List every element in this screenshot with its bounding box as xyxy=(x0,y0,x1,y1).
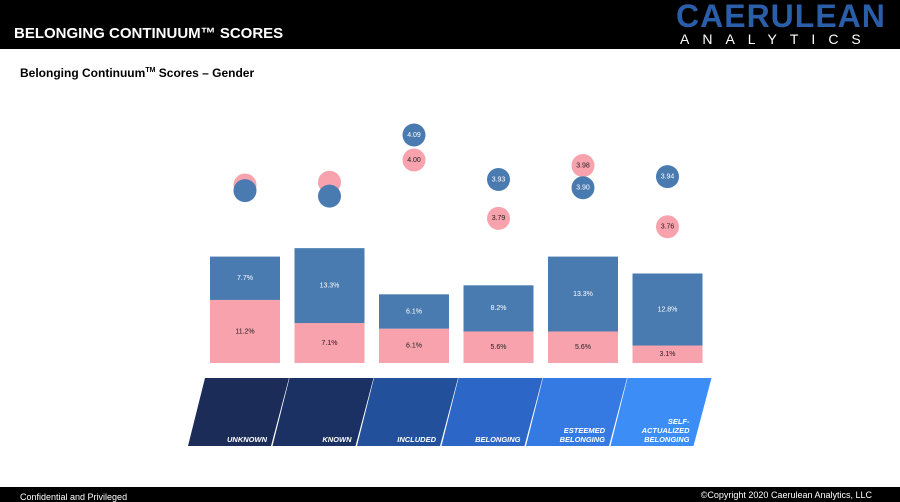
category-band xyxy=(526,378,627,446)
score-label: 3.94 xyxy=(661,174,675,181)
logo-tagline: ANALYTICS xyxy=(680,31,874,47)
title-suffix: Scores – Gender xyxy=(158,66,255,80)
footer-left: Confidential and Privileged xyxy=(20,492,128,502)
score-dot xyxy=(571,154,595,178)
bar-segment xyxy=(463,285,534,332)
score-label: 3.90 xyxy=(576,185,590,192)
chart-title: Belonging ContinuumTM Scores – Gender xyxy=(20,66,254,80)
bar-segment xyxy=(548,256,618,332)
bar-label: 7.7% xyxy=(237,275,253,282)
bar-label: 12.8% xyxy=(658,306,678,313)
title-superscript: TM xyxy=(145,67,156,74)
category-label: SELF-ACTUALIZED BELONGING xyxy=(641,417,690,444)
score-dot xyxy=(233,179,257,203)
score-label: 3.93 xyxy=(492,176,506,183)
score-dot xyxy=(402,123,426,147)
bar-label: 6.1% xyxy=(406,343,422,350)
slide-title: BELONGING CONTINUUM™ SCORES xyxy=(14,25,284,42)
score-dot xyxy=(571,176,595,200)
bar-segment xyxy=(210,299,280,363)
bar-segment xyxy=(379,294,449,329)
score-label: 4.00 xyxy=(407,157,421,164)
score-dot xyxy=(656,165,679,189)
category-band xyxy=(188,378,289,446)
score-label: 3.76 xyxy=(661,224,675,231)
score-dot xyxy=(402,148,426,172)
category-label: UNKNOWN xyxy=(227,435,267,444)
score-label: 4.09 xyxy=(407,132,421,139)
bar-segment xyxy=(463,331,534,363)
category-band xyxy=(357,378,458,446)
bar-label: 5.6% xyxy=(491,344,507,351)
bar-segment xyxy=(294,248,365,324)
bar-label: 5.6% xyxy=(575,344,591,351)
score-label: 3.98 xyxy=(576,162,590,169)
category-band xyxy=(441,378,543,446)
bar-segment xyxy=(632,345,703,363)
category-label: ESTEEMED BELONGING xyxy=(559,426,605,444)
bar-segment xyxy=(210,256,280,300)
score-dot xyxy=(318,184,341,208)
bar-segment xyxy=(548,331,618,363)
category-band xyxy=(272,378,374,446)
category-label: BELONGING xyxy=(475,435,521,444)
score-dot xyxy=(487,167,510,191)
bar-label: 13.3% xyxy=(320,282,340,289)
bar-segment xyxy=(632,273,703,346)
bar-label: 7.1% xyxy=(322,340,338,347)
logo-name: CAERULEAN xyxy=(676,0,886,34)
category-band xyxy=(610,378,712,446)
bar-segment xyxy=(379,328,449,363)
bar-label: 11.2% xyxy=(235,328,254,335)
bar-label: 13.3% xyxy=(573,291,593,298)
category-label: KNOWN xyxy=(322,435,352,444)
score-label: 3.79 xyxy=(492,215,506,222)
bar-label: 6.1% xyxy=(406,308,422,315)
bar-label: 8.2% xyxy=(491,305,507,312)
title-main: Belonging Continuum xyxy=(20,66,146,80)
bar-segment xyxy=(294,323,365,363)
category-label: INCLUDED xyxy=(397,435,436,444)
bar-label: 3.1% xyxy=(660,351,676,358)
footer-right: ©Copyright 2020 Caerulean Analytics, LLC xyxy=(700,490,872,500)
score-dot xyxy=(656,215,679,239)
score-dot xyxy=(487,206,510,230)
